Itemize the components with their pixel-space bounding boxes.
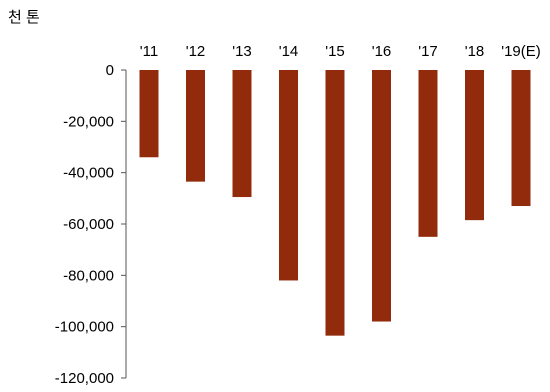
bar — [325, 70, 345, 336]
y-axis-unit-label: 천 톤 — [8, 9, 40, 26]
x-category-label: '13 — [232, 43, 252, 60]
x-category-label: '18 — [465, 43, 485, 60]
x-category-label: '14 — [279, 43, 299, 60]
y-tick-label: -80,000 — [63, 267, 114, 284]
x-category-label: '16 — [372, 43, 392, 60]
bar — [279, 70, 298, 281]
x-category-label: '12 — [186, 43, 206, 60]
y-tick-label: -40,000 — [63, 165, 114, 182]
y-tick-label: -100,000 — [55, 319, 114, 336]
y-tick-label: -20,000 — [63, 113, 114, 130]
bar — [511, 70, 531, 207]
bar — [139, 70, 159, 158]
x-category-label: '11 — [140, 43, 158, 60]
bar — [465, 70, 484, 221]
y-tick-label: -60,000 — [63, 216, 114, 233]
x-category-label: '17 — [418, 43, 438, 60]
x-category-label: '15 — [325, 43, 345, 60]
x-category-label: '19(E) — [501, 43, 541, 60]
bar — [232, 70, 252, 198]
y-tick-label: 0 — [106, 62, 114, 79]
y-tick-label: -120,000 — [55, 370, 114, 387]
bar — [186, 70, 205, 182]
bar — [418, 70, 438, 237]
bar — [372, 70, 391, 322]
